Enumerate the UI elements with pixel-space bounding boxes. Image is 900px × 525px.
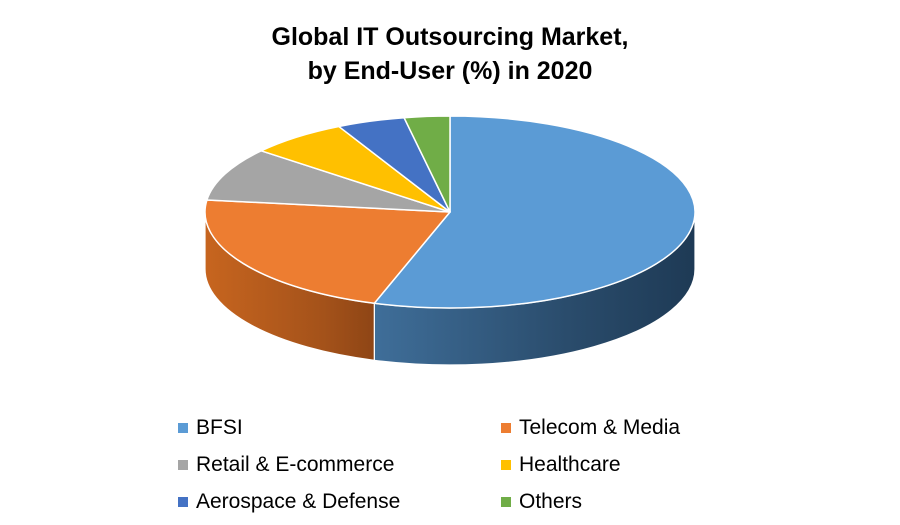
pie-slice-telecom-media bbox=[204, 199, 451, 305]
legend-item-healthcare: Healthcare bbox=[501, 451, 738, 479]
legend-swatch-retail-ecommerce bbox=[178, 460, 188, 470]
pie-slice-retail-e-commerce bbox=[206, 150, 451, 213]
legend-swatch-bfsi bbox=[178, 423, 188, 433]
legend-item-telecom-media: Telecom & Media bbox=[501, 414, 738, 442]
legend-item-aerospace-defense: Aerospace & Defense bbox=[178, 488, 501, 516]
legend-label-aerospace-defense: Aerospace & Defense bbox=[196, 490, 401, 513]
chart-title: Global IT Outsourcing Market, by End-Use… bbox=[0, 20, 900, 88]
legend-label-retail-ecommerce: Retail & E-commerce bbox=[196, 453, 395, 476]
legend-item-retail-ecommerce: Retail & E-commerce bbox=[178, 451, 501, 479]
legend-swatch-telecom-media bbox=[501, 423, 511, 433]
pie-top-layer bbox=[204, 115, 696, 309]
legend-swatch-aerospace-defense bbox=[178, 497, 188, 507]
legend-swatch-others bbox=[501, 497, 511, 507]
chart-title-line-1: Global IT Outsourcing Market, bbox=[271, 23, 629, 51]
legend-swatch-healthcare bbox=[501, 460, 511, 470]
chart-title-line-2: by End-User (%) in 2020 bbox=[307, 57, 593, 85]
legend-item-bfsi: BFSI bbox=[178, 414, 501, 442]
legend-label-bfsi: BFSI bbox=[196, 416, 243, 439]
legend: BFSI Telecom & Media Retail & E-commerce… bbox=[178, 414, 738, 516]
legend-label-healthcare: Healthcare bbox=[519, 453, 621, 476]
pie-slice-bfsi bbox=[373, 115, 696, 309]
legend-item-others: Others bbox=[501, 488, 738, 516]
pie-slice-others bbox=[403, 115, 451, 213]
legend-label-others: Others bbox=[519, 490, 583, 513]
legend-label-telecom-media: Telecom & Media bbox=[519, 416, 681, 439]
